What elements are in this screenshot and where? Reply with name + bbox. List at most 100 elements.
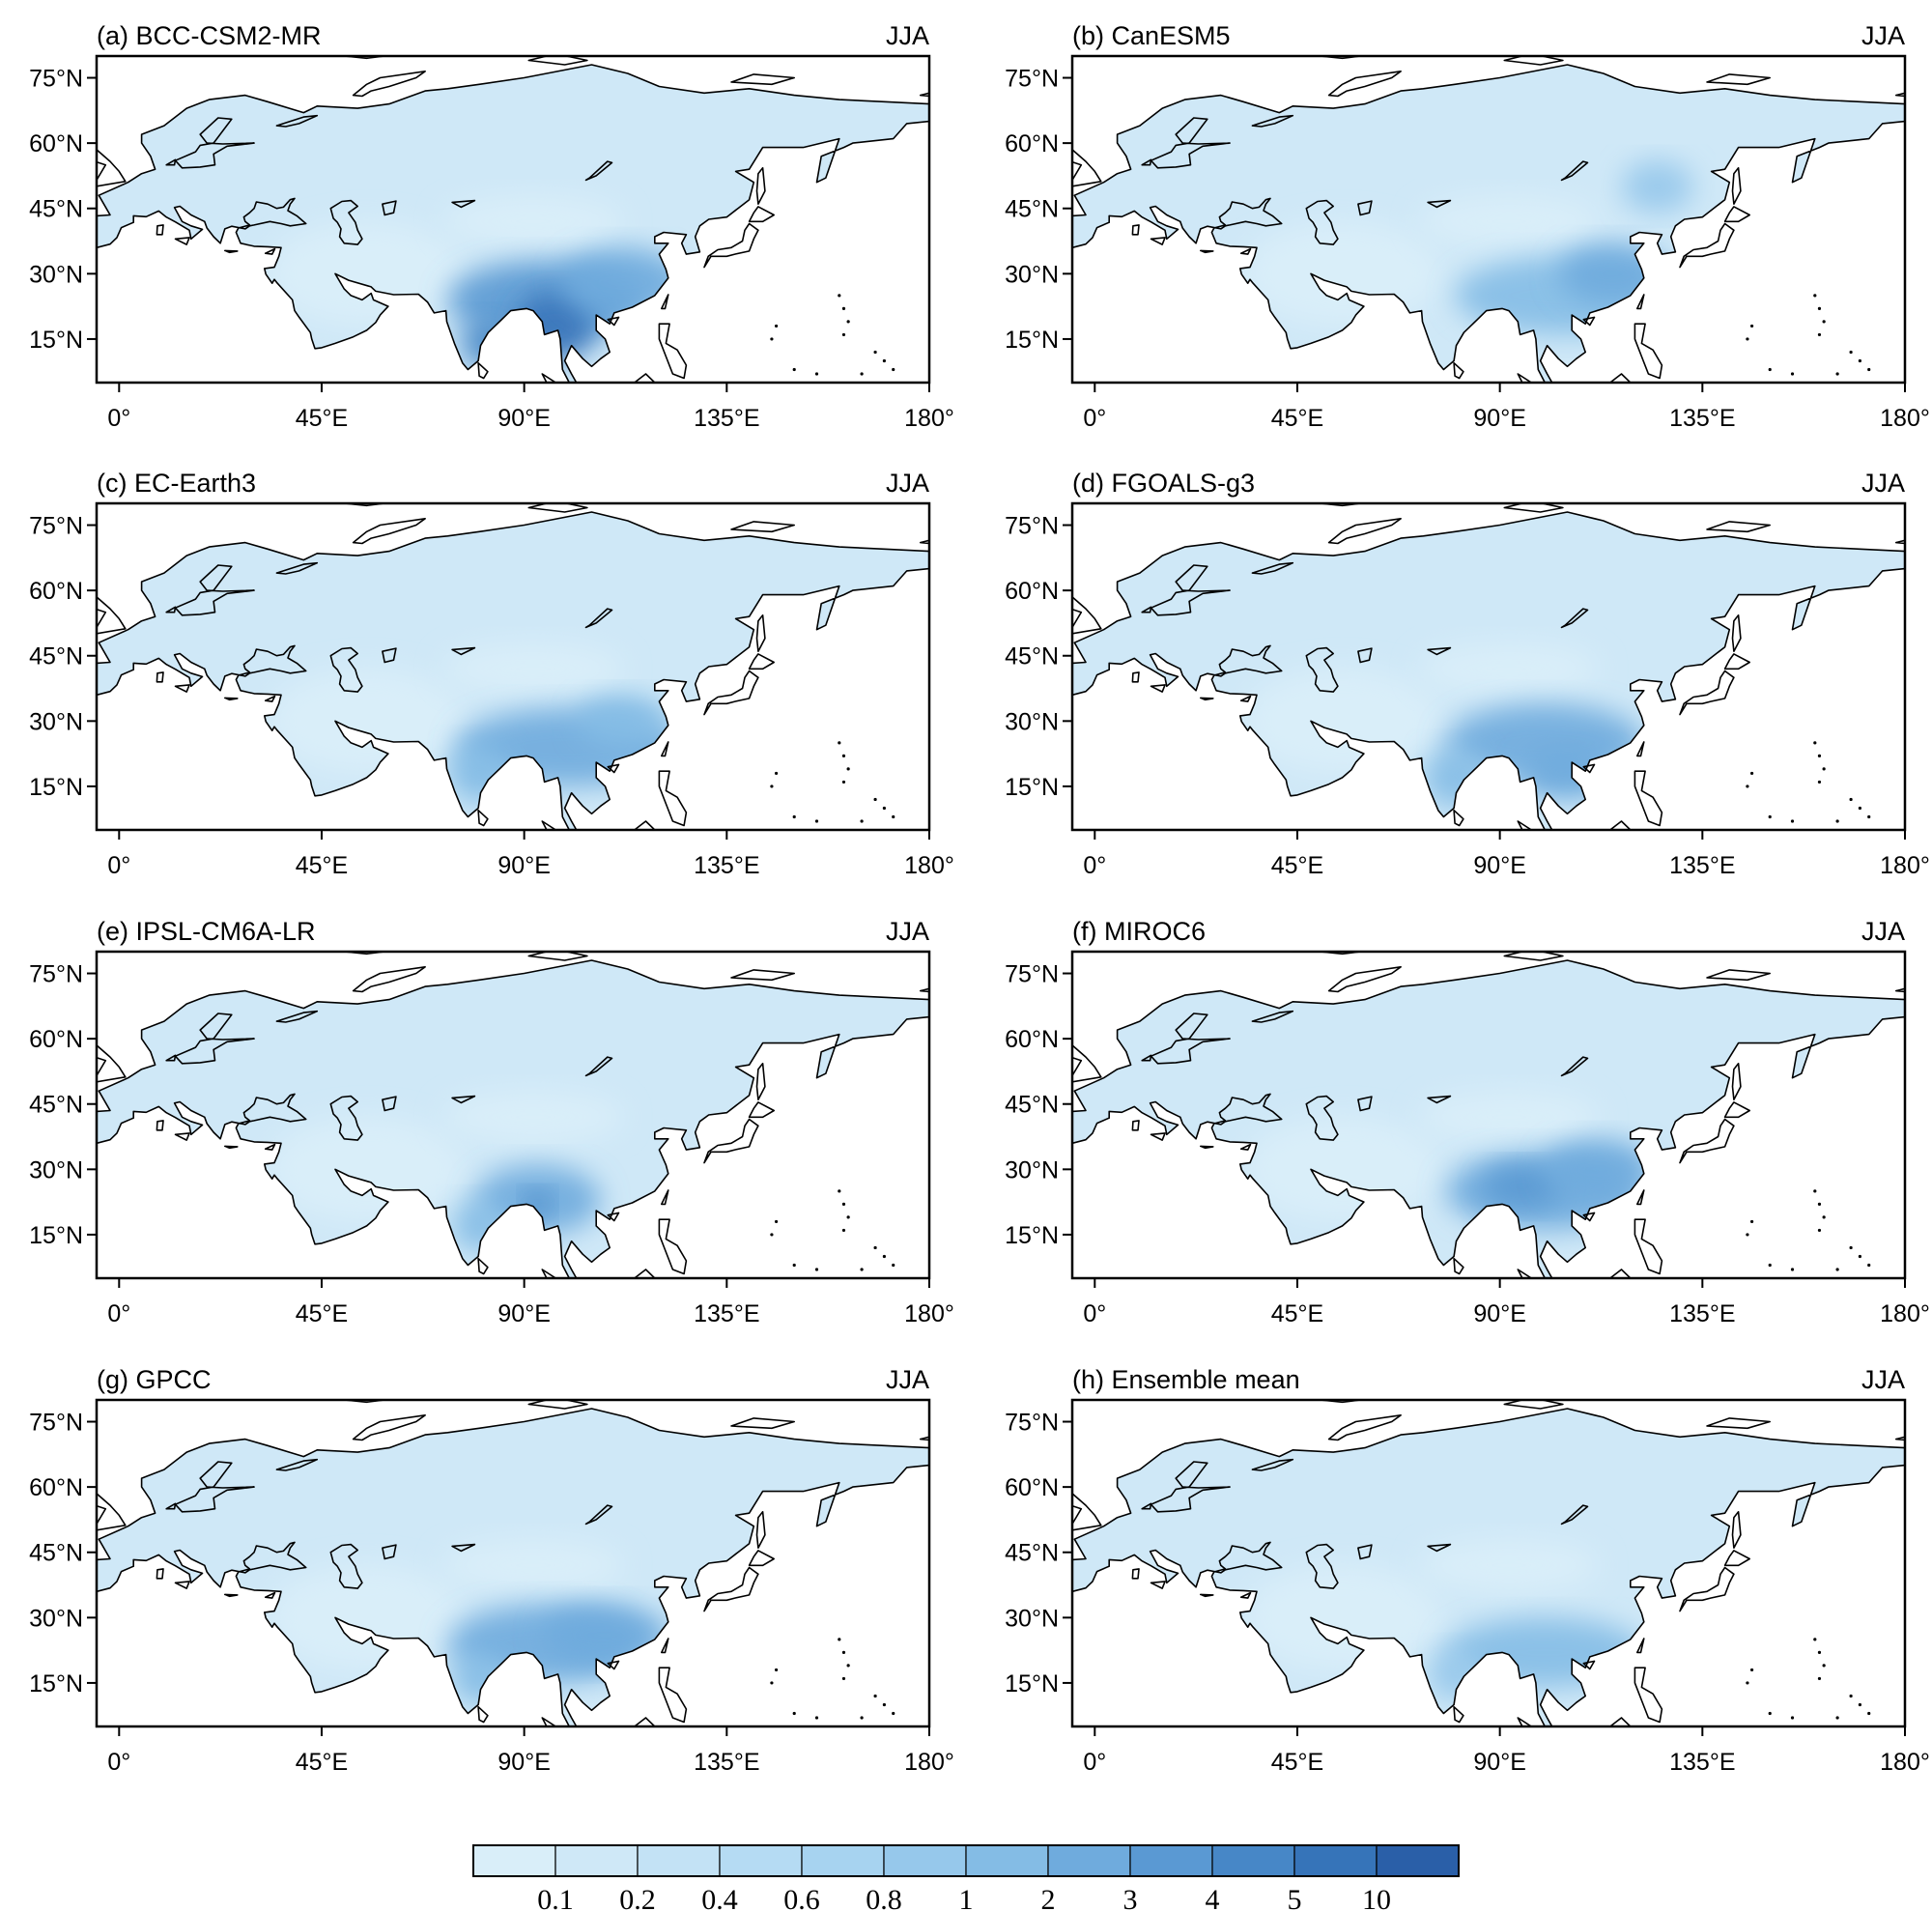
inland-water <box>329 646 363 693</box>
island <box>1239 247 1252 255</box>
colorbar-swatch <box>1129 1844 1213 1877</box>
island <box>477 1257 489 1275</box>
map-panel: (h) Ensemble mean JJA 0° 45°E 90°E 135°E 180° 7… <box>996 1365 1930 1776</box>
x-tick-label: 45°E <box>1271 1749 1323 1776</box>
small-island <box>774 1668 779 1672</box>
island <box>1239 1143 1252 1151</box>
island <box>1200 249 1214 254</box>
x-tick-label: 0° <box>107 405 130 432</box>
island <box>1634 1667 1663 1724</box>
island <box>1200 697 1214 701</box>
dry-region <box>1418 195 1600 248</box>
small-island <box>792 1711 796 1716</box>
small-island <box>882 358 887 363</box>
x-tick-label: 180° <box>1880 405 1930 432</box>
island <box>748 653 775 670</box>
island <box>658 1218 688 1275</box>
small-island <box>1822 320 1826 324</box>
colorbar-swatch <box>1211 1844 1295 1877</box>
dry-region <box>268 669 467 774</box>
small-island <box>1849 797 1853 802</box>
island <box>352 518 426 545</box>
small-island <box>841 754 846 757</box>
map-panel: (e) IPSL-CM6A-LR JJA 0° 45°E 90°E 135°E 180° 75… <box>29 917 954 1327</box>
map-frame <box>95 501 931 832</box>
island <box>1634 770 1663 827</box>
x-tick-label: 90°E <box>1473 405 1525 432</box>
y-tick-label: 30°N <box>29 1156 83 1184</box>
small-island <box>846 767 850 771</box>
map-panel: (c) EC-Earth3 JJA 0° 45°E 90°E 135°E 180° 75°N 6… <box>29 469 954 879</box>
island <box>1723 1101 1750 1119</box>
inland-water <box>1560 1056 1589 1077</box>
island <box>748 1550 775 1567</box>
x-tick-label: 45°E <box>1271 1300 1323 1327</box>
island <box>527 503 588 513</box>
island <box>264 1591 276 1599</box>
panel-title: (b) CanESM5 <box>1072 21 1231 50</box>
island <box>730 521 795 533</box>
small-island <box>860 1268 864 1271</box>
panel-title: (a) BCC-CSM2-MR <box>97 21 322 50</box>
island <box>343 1400 391 1404</box>
x-tick-label: 180° <box>1880 1749 1930 1776</box>
season-label: JJA <box>1861 469 1905 498</box>
small-island <box>1790 372 1795 376</box>
inland-water <box>329 199 363 245</box>
small-island <box>1835 1268 1839 1271</box>
island <box>165 606 177 613</box>
small-island <box>873 1245 877 1250</box>
x-tick-label: 0° <box>1083 405 1106 432</box>
x-tick-label: 45°E <box>296 1300 348 1327</box>
island <box>996 1459 1032 1469</box>
map-panels: (a) BCC-CSM2-MR JJA 0° 45°E 90°E 135°E 180° 75°… <box>29 21 1930 1776</box>
x-tick-label: 90°E <box>1473 1749 1525 1776</box>
small-island <box>892 1711 895 1716</box>
y-tick-label: 60°N <box>1005 1026 1059 1053</box>
small-island <box>1749 771 1754 776</box>
island <box>97 596 127 635</box>
coastline <box>97 511 929 830</box>
inland-water <box>1357 1096 1373 1112</box>
island <box>1150 237 1166 245</box>
season-label: JJA <box>1861 917 1905 946</box>
x-tick-label: 0° <box>107 1300 130 1327</box>
small-island <box>860 1716 864 1720</box>
coastline <box>97 959 929 1278</box>
season-label: JJA <box>1861 21 1905 50</box>
small-island <box>1817 1676 1822 1681</box>
inland-water <box>1251 561 1294 575</box>
dry-region <box>1243 669 1442 774</box>
island <box>755 1511 766 1549</box>
y-tick-label: 30°N <box>1005 1156 1059 1184</box>
y-tick-label: 30°N <box>1005 708 1059 735</box>
island <box>1503 1400 1564 1410</box>
island <box>658 1667 688 1724</box>
island <box>607 763 620 774</box>
inland-water <box>1560 160 1589 182</box>
y-tick-label: 45°N <box>1005 196 1059 223</box>
panel-title: (f) MIROC6 <box>1072 917 1206 946</box>
inland-water <box>174 564 255 616</box>
island <box>156 1120 164 1131</box>
small-island <box>774 1219 779 1224</box>
island <box>1319 1400 1367 1404</box>
small-island <box>814 1268 819 1271</box>
map-area <box>1072 503 1905 830</box>
y-tick-label: 30°N <box>1005 261 1059 288</box>
small-island <box>873 797 877 802</box>
panel-title: (e) IPSL-CM6A-LR <box>97 917 316 946</box>
colorbar-swatch <box>965 1844 1049 1877</box>
x-tick-label: 45°E <box>1271 852 1323 879</box>
map-frame <box>95 1398 931 1728</box>
inland-water <box>1427 1095 1452 1104</box>
small-island <box>1817 1202 1822 1206</box>
island <box>352 1414 426 1441</box>
island <box>224 697 239 701</box>
y-tick-label: 45°N <box>29 1540 83 1567</box>
x-tick-label: 180° <box>904 405 954 432</box>
small-island <box>814 372 819 376</box>
small-island <box>1813 1189 1817 1193</box>
island <box>174 1132 190 1141</box>
island <box>748 206 775 223</box>
